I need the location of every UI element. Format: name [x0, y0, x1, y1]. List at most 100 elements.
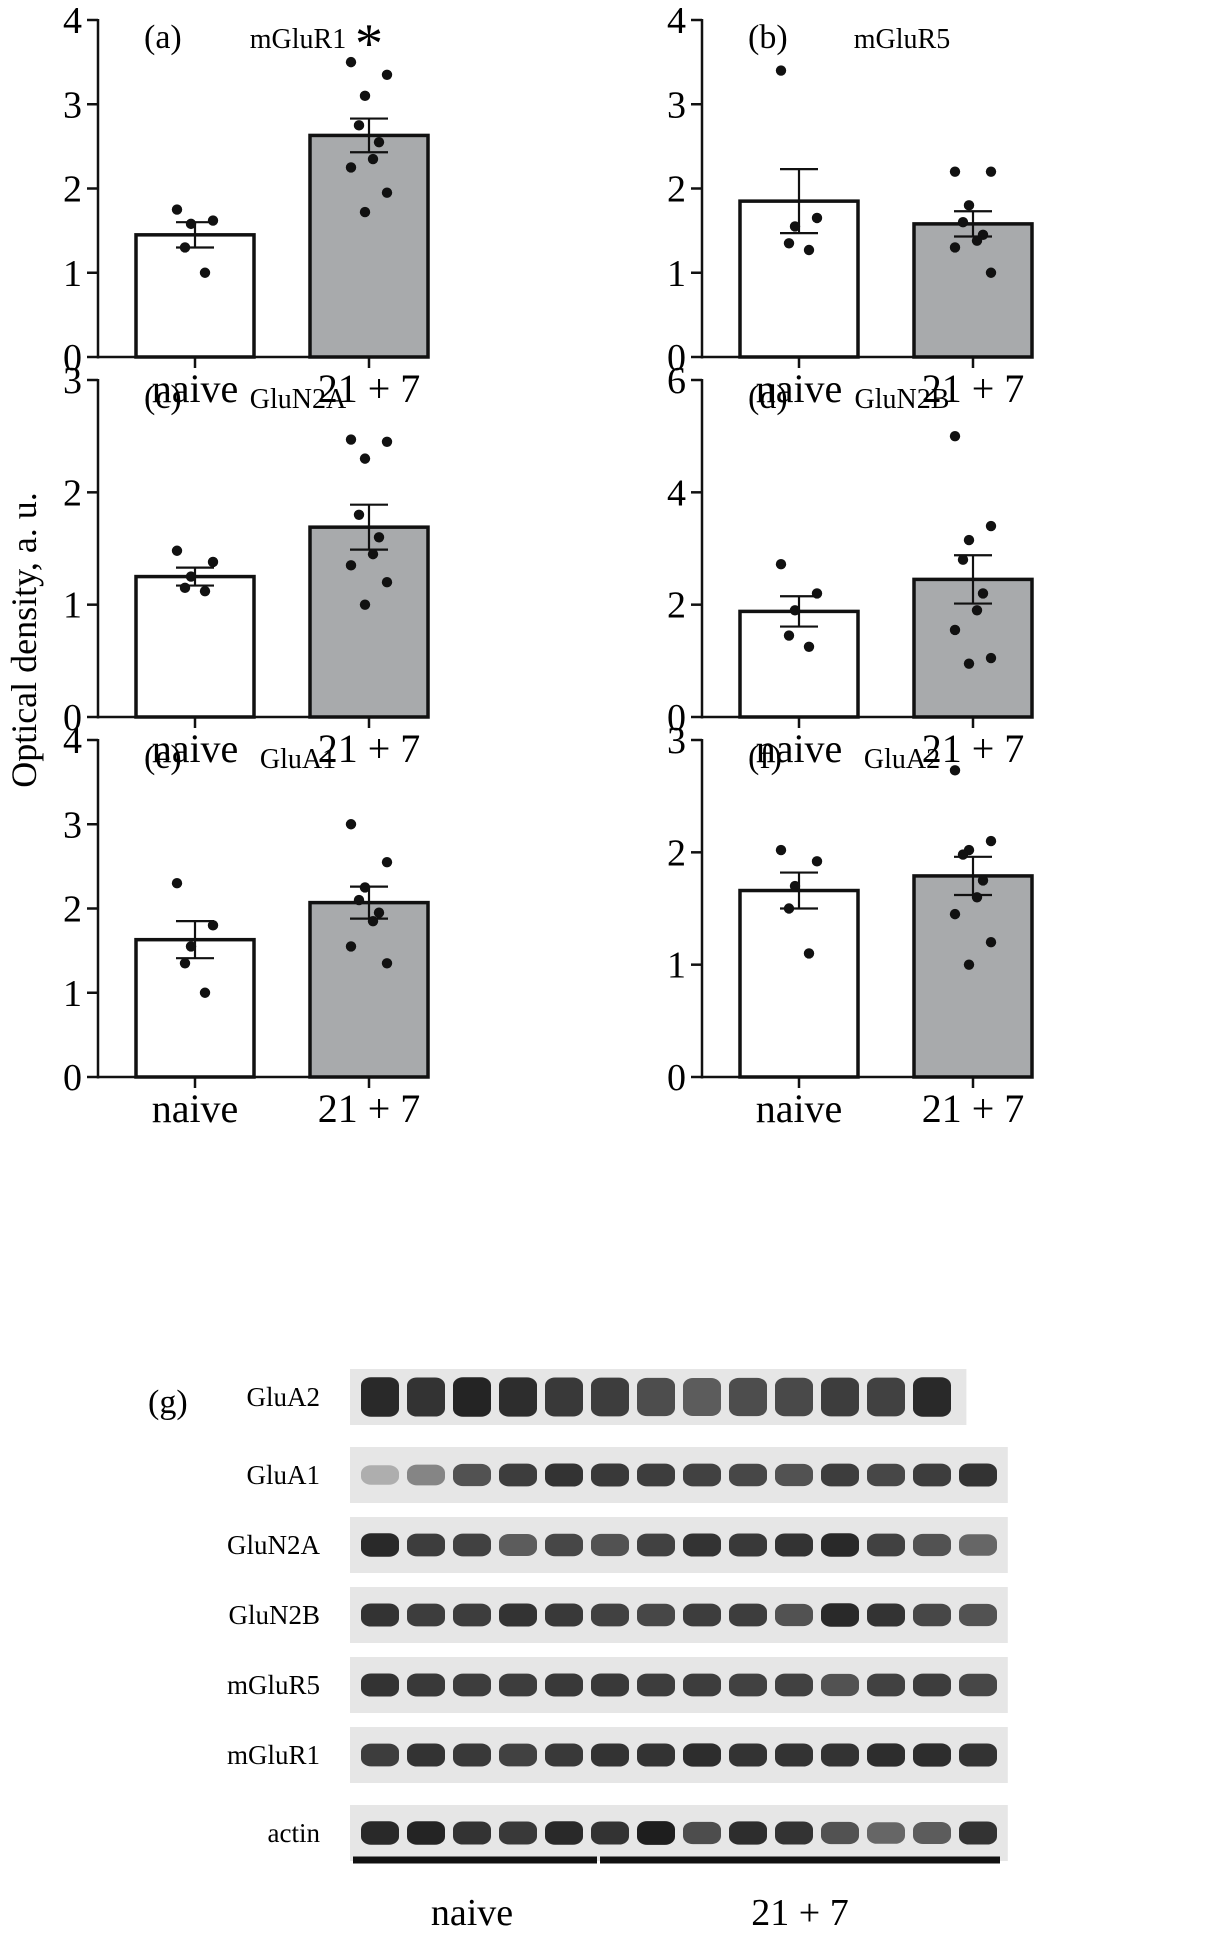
data-point — [345, 162, 357, 173]
y-tick-label: 1 — [63, 585, 82, 627]
blot-band — [913, 1822, 951, 1844]
panel-letter: (a) — [144, 19, 182, 56]
data-point — [789, 605, 801, 616]
bar-charts: 0 1 2 3 4 naive 21 + 7 (a) mGluR1 * 0 1 2 3 4 naive 21 +… — [63, 0, 1034, 1131]
blot-panel-letter: (g) — [148, 1384, 188, 1421]
data-point — [345, 56, 357, 68]
y-tick-label: 1 — [63, 973, 82, 1015]
data-point — [381, 958, 393, 969]
data-point — [381, 856, 393, 868]
data-point — [775, 65, 787, 76]
data-point — [803, 641, 815, 652]
blot-band — [407, 1377, 445, 1417]
y-tick-label: 0 — [63, 1057, 82, 1099]
y-tick-label: 0 — [63, 697, 82, 739]
y-tick-label: 3 — [667, 84, 686, 126]
blot-band — [867, 1377, 905, 1417]
blot-band — [913, 1463, 951, 1487]
blot-band — [591, 1821, 629, 1845]
blot-band — [407, 1533, 445, 1557]
blot-label: GluN2B — [228, 1600, 320, 1630]
y-tick-label: 6 — [667, 360, 686, 402]
panel-letter: (f) — [748, 739, 782, 776]
blot-band — [545, 1673, 583, 1697]
blot-band — [683, 1743, 721, 1767]
data-point — [367, 548, 379, 560]
data-point — [353, 894, 365, 906]
data-point — [775, 559, 787, 570]
y-tick-label: 2 — [63, 889, 82, 931]
data-point — [977, 875, 989, 886]
data-point — [185, 941, 197, 952]
panel-letter: (c) — [144, 379, 182, 416]
x-tick-label: naive — [152, 726, 239, 771]
y-tick-label: 0 — [667, 697, 686, 739]
blot-membrane — [350, 1727, 1008, 1783]
data-point — [977, 588, 989, 599]
blot-band — [591, 1377, 629, 1417]
blot-band — [453, 1743, 491, 1767]
y-tick-label: 1 — [63, 253, 82, 295]
panel-title: GluA1 — [260, 744, 336, 775]
blot-band — [453, 1377, 491, 1417]
blot-band — [729, 1743, 767, 1767]
data-point — [803, 948, 815, 959]
blot-band — [821, 1743, 859, 1767]
data-point — [949, 908, 961, 920]
data-point — [381, 436, 393, 447]
blot-band — [821, 1533, 859, 1557]
blot-band — [775, 1463, 813, 1487]
data-point — [353, 120, 365, 131]
data-point — [381, 69, 393, 80]
y-tick-label: 3 — [667, 720, 686, 762]
blot-band — [407, 1821, 445, 1845]
blot-band — [959, 1603, 997, 1627]
blot-band — [545, 1377, 583, 1417]
chart-panel-a: 0 1 2 3 4 naive 21 + 7 (a) mGluR1 * — [63, 0, 430, 411]
blot-band — [453, 1533, 491, 1557]
blot-band — [361, 1533, 399, 1557]
blot-band — [545, 1821, 583, 1845]
blot-band — [683, 1463, 721, 1487]
data-point — [207, 215, 219, 226]
data-point — [971, 892, 983, 903]
chart-panel-c: 0 1 2 3 naive 21 + 7 (c) GluN2A — [63, 360, 430, 771]
western-blot-panel: (g) GluA2 GluA1 GluN2A GluN2B mGluR5 mGluR1 act… — [148, 1369, 1008, 1934]
blot-band — [453, 1821, 491, 1845]
blot-band — [775, 1377, 813, 1417]
bar-treated — [308, 900, 430, 1079]
blot-band — [453, 1673, 491, 1697]
blot-band — [867, 1533, 905, 1557]
blot-band — [545, 1533, 583, 1557]
data-point — [373, 136, 385, 148]
x-tick-label: naive — [756, 366, 843, 411]
blot-band — [867, 1603, 905, 1627]
data-point — [811, 212, 823, 224]
blot-band — [407, 1673, 445, 1697]
panel-title: mGluR1 — [250, 24, 346, 55]
blot-band — [499, 1377, 537, 1417]
blot-band — [821, 1463, 859, 1487]
y-tick-label: 1 — [667, 253, 686, 295]
significance-asterisk: * — [355, 13, 383, 75]
blot-band — [959, 1534, 997, 1556]
y-tick-label: 2 — [667, 169, 686, 211]
data-point — [985, 652, 997, 664]
data-point — [359, 206, 371, 218]
blot-band — [683, 1603, 721, 1627]
data-point — [171, 545, 183, 556]
blot-label: GluN2A — [227, 1530, 320, 1560]
blot-band — [729, 1377, 767, 1417]
blot-band — [361, 1377, 399, 1417]
bar-naive — [738, 199, 860, 359]
blot-band — [959, 1821, 997, 1845]
blot-row-glun2b: GluN2B — [228, 1587, 1008, 1643]
blot-band — [729, 1463, 767, 1487]
blot-band — [591, 1463, 629, 1487]
blot-row-mglur1: mGluR1 — [227, 1727, 1008, 1783]
blot-band — [821, 1673, 859, 1697]
panel-title: mGluR5 — [854, 24, 950, 55]
blot-membrane — [350, 1447, 1008, 1503]
bar-naive — [134, 233, 256, 359]
data-point — [367, 915, 379, 927]
